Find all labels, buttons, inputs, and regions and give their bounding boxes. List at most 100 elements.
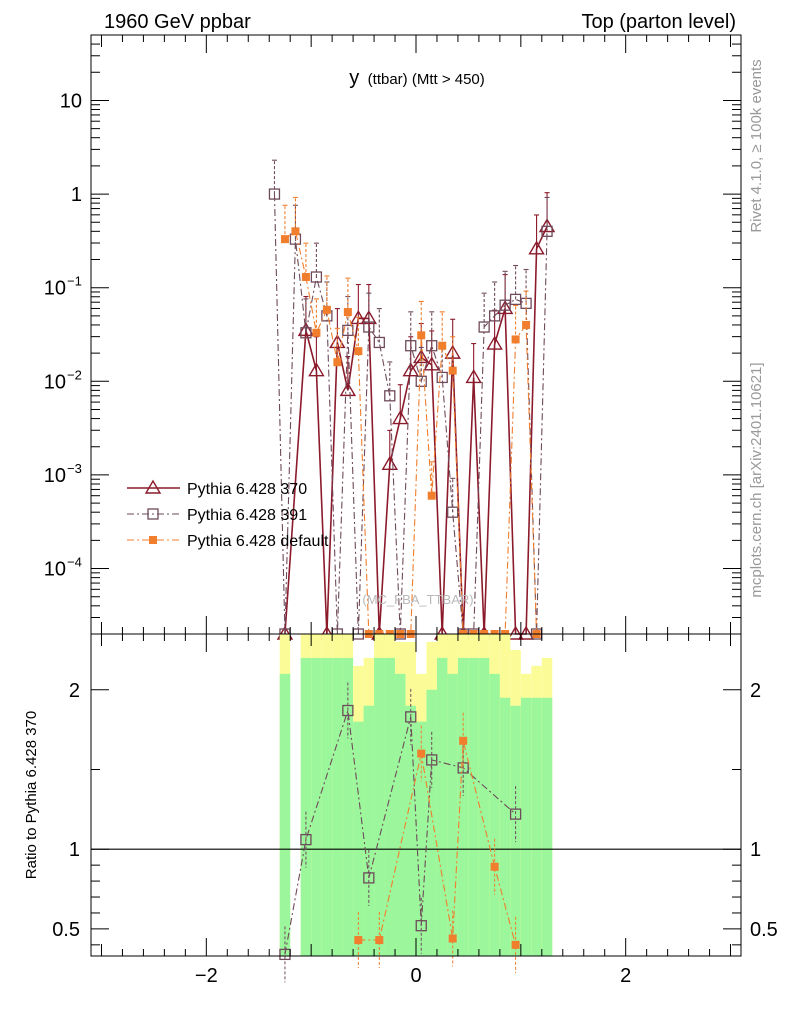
ratio-band-green (384, 657, 396, 956)
ratio-band-green (405, 705, 416, 956)
data-point-s391 (478, 321, 490, 333)
data-point-s370 (392, 410, 409, 425)
ratio-point-s391 (363, 872, 375, 884)
data-point-sdef (438, 341, 447, 350)
legend-label-s370: Pythia 6.428 370 (187, 481, 307, 498)
ratio-y-tick-label-right: 0.5 (750, 919, 778, 941)
data-point-s391 (310, 271, 323, 283)
ratio-band-green (531, 697, 542, 956)
data-point-s391 (447, 506, 459, 518)
ratio-point-sdef (417, 749, 426, 758)
ratio-band-green (520, 697, 532, 956)
data-point-sdef (448, 366, 457, 375)
data-point-s370 (402, 362, 419, 377)
data-point-s370 (339, 381, 357, 397)
data-point-s370 (308, 362, 325, 377)
legend-label-s391: Pythia 6.428 391 (187, 507, 307, 524)
ratio-point-s391 (426, 754, 438, 766)
ratio-band-green (468, 657, 479, 956)
x-tick-label: −2 (195, 965, 218, 987)
series-line-s391 (273, 194, 548, 635)
data-point-s391 (426, 340, 438, 352)
ratio-point-sdef (459, 736, 468, 745)
x-tick-label: 2 (620, 965, 631, 987)
ratio-band-green (342, 657, 354, 956)
ratio-band-green (374, 657, 385, 956)
data-point-sdef (417, 331, 426, 340)
ratio-y-tick-label-left: 1 (69, 839, 80, 861)
data-point-s391 (268, 188, 281, 200)
plot-title-main: y (349, 67, 359, 89)
data-point-sdef (511, 335, 520, 344)
y-tick-label-exponent: −4 (67, 555, 82, 570)
data-point-s391 (499, 299, 511, 311)
data-point-s370 (507, 625, 524, 640)
ratio-band-green (478, 657, 490, 956)
data-point-s391 (384, 390, 396, 402)
side-rivet-label: Rivet 4.1.0, ≥ 100k events (748, 59, 765, 232)
y-tick-label-exponent: −2 (67, 367, 82, 382)
y-tick-label: 10 (44, 465, 66, 487)
data-point-sdef (343, 307, 352, 316)
data-point-s370 (528, 240, 545, 255)
data-point-sdef (427, 491, 436, 500)
y-tick-label: 10 (44, 371, 66, 393)
header-right: Top (parton level) (581, 11, 736, 33)
data-point-s391 (405, 340, 417, 352)
watermark-label: (MC_FBA_TTBAR) (362, 592, 473, 607)
legend-marker-s391 (147, 508, 159, 520)
data-point-sdef (312, 328, 321, 337)
x-tick-label: 0 (410, 965, 421, 987)
ratio-band-green (541, 697, 553, 956)
data-point-s370 (329, 334, 346, 349)
data-point-sdef (333, 358, 342, 367)
ratio-point-sdef (490, 862, 499, 871)
data-point-s391 (436, 371, 448, 384)
ratio-band-green (353, 721, 364, 956)
main-plot-content (268, 159, 556, 640)
ratio-band-green (426, 689, 437, 956)
ratio-point-sdef (511, 940, 520, 949)
data-point-s391 (373, 336, 385, 349)
data-point-s391 (363, 321, 375, 333)
legend-marker-s370 (144, 479, 162, 494)
y-tick-label: 10 (60, 90, 82, 112)
ratio-band-green (300, 657, 312, 956)
series-line-sdef (284, 230, 538, 635)
y-tick-label: 10 (44, 278, 66, 300)
header-left: 1960 GeV ppbar (104, 11, 251, 33)
data-point-s370 (517, 625, 535, 640)
ratio-y-tick-label-right: 1 (750, 839, 761, 861)
ratio-point-s391 (415, 920, 427, 932)
ratio-point-s391 (405, 711, 417, 723)
data-point-s370 (413, 349, 430, 364)
ratio-band-green (499, 697, 511, 956)
ratio-point-sdef (448, 934, 457, 943)
side-site-label: mcplots.cern.ch [arXiv:2401.10621] (748, 362, 765, 597)
ratio-band-green (416, 721, 427, 956)
data-point-sdef (301, 273, 310, 282)
data-point-sdef (322, 305, 331, 314)
legend-marker-sdef (149, 536, 157, 544)
data-point-s391 (541, 225, 553, 237)
data-point-s370 (538, 218, 556, 233)
ratio-point-s391 (300, 833, 312, 846)
ratio-band-green (321, 657, 333, 956)
data-point-s370 (486, 335, 503, 350)
legend: Pythia 6.428 370 Pythia 6.428 391 Pythia 6… (127, 479, 329, 550)
ratio-band-green (363, 705, 375, 956)
data-point-s370 (381, 455, 399, 470)
data-point-s391 (300, 327, 312, 339)
ratio-band-green (395, 673, 406, 956)
plot-title-sub: (ttbar) (Mtt > 450) (368, 71, 485, 88)
ratio-panel: 2 2 1 1 0.5 0.5 −2 0 2 Ratio to Pythia 6.428 370 (23, 633, 778, 987)
ratio-point-s391 (509, 808, 522, 820)
plot-title: y (ttbar) (Mtt > 450) (349, 67, 485, 89)
data-point-sdef (354, 347, 363, 356)
data-point-sdef (280, 235, 289, 244)
data-point-s370 (496, 300, 514, 315)
ratio-band-green (447, 673, 458, 956)
y-tick-label: 10 (44, 559, 66, 581)
ratio-ylabel: Ratio to Pythia 6.428 370 (23, 711, 40, 879)
